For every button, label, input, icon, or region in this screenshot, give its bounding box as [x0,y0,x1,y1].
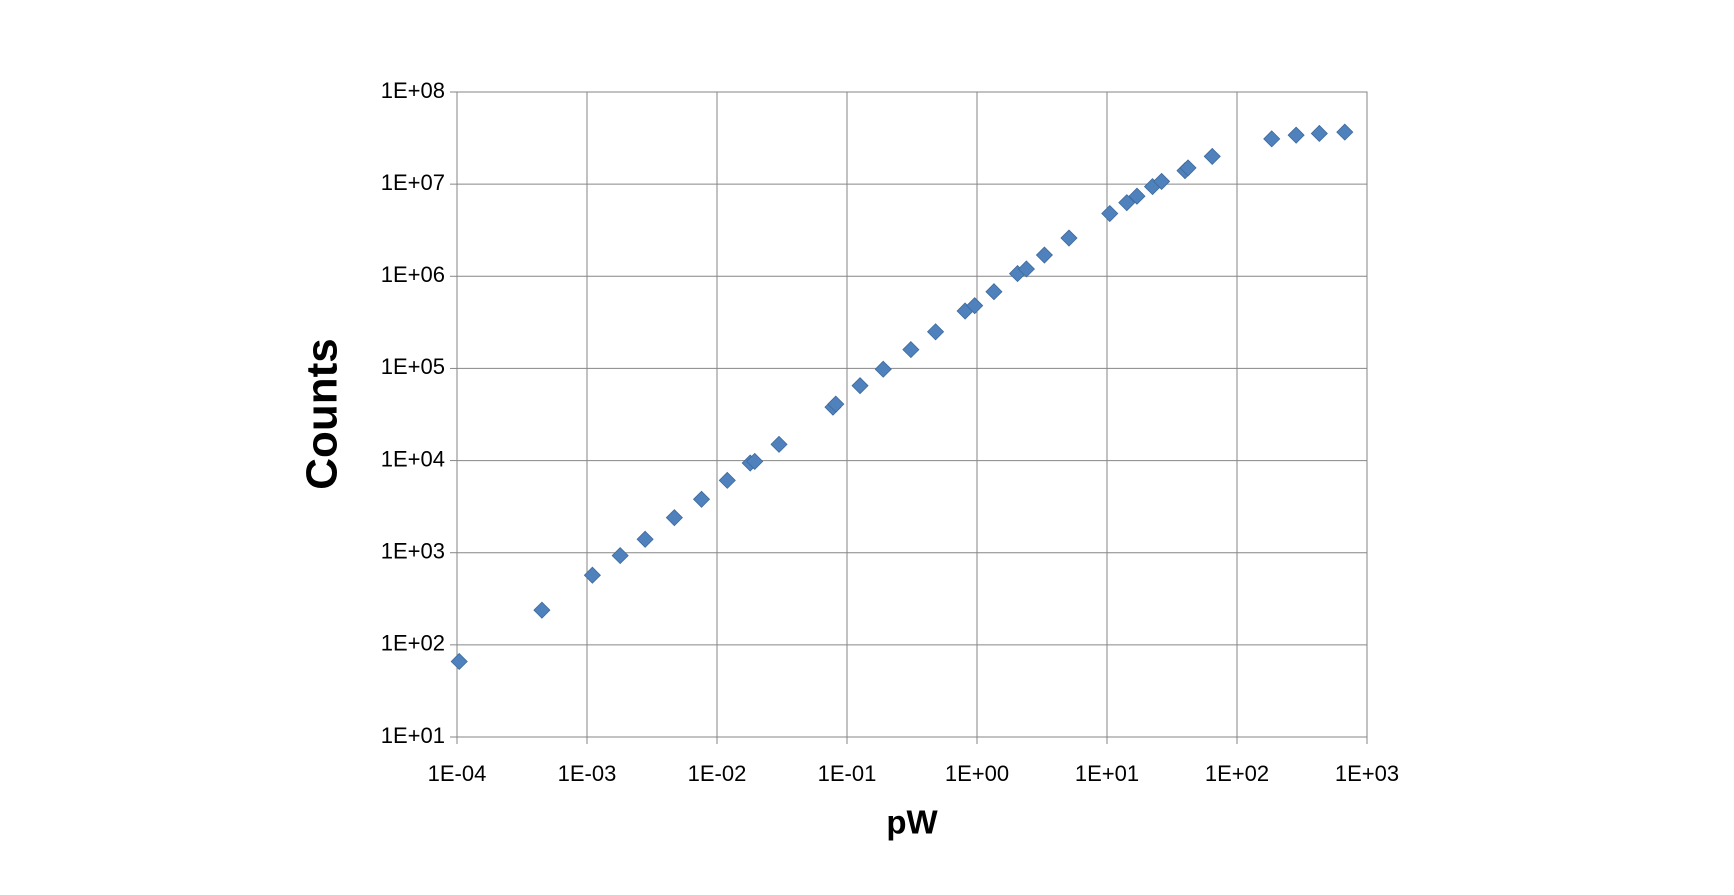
data-point [1118,194,1136,212]
data-point [1310,124,1328,143]
data-point [1203,147,1221,165]
data-point [902,341,920,359]
x-tick-label: 1E-04 [428,761,487,786]
y-tick-label: 1E+03 [381,539,445,564]
data-point [665,509,683,527]
data-point [827,395,845,413]
data-point [583,566,601,584]
x-tick-label: 1E-03 [558,761,617,786]
x-tick-label: 1E+01 [1075,761,1139,786]
y-tick-label: 1E+06 [381,262,445,287]
y-tick-label: 1E+05 [381,354,445,379]
data-point [1287,126,1305,144]
data-point [1060,229,1078,247]
data-point [1263,130,1281,148]
data-point [692,490,711,508]
data-point [1179,159,1197,177]
x-tick-label: 1E+02 [1205,761,1269,786]
data-point [874,360,892,378]
data-point [1101,204,1119,223]
data-point [1128,187,1146,205]
y-tick-label: 1E+02 [381,631,445,656]
data-point [1153,172,1171,191]
y-tick-label: 1E+08 [381,78,445,103]
data-point [718,471,736,489]
data-point [985,283,1003,301]
data-point [1017,260,1035,278]
x-tick-label: 1E+00 [945,761,1009,786]
data-point [746,452,764,470]
y-tick-label: 1E+07 [381,170,445,195]
data-point [1035,246,1053,264]
data-point [636,530,654,548]
plot-frame [456,91,1368,738]
y-tick-label: 1E+04 [381,446,445,471]
data-point [1336,123,1354,141]
y-axis-title: Counts [298,338,347,490]
data-point [450,652,468,671]
data-point [533,601,551,619]
x-tick-label: 1E-01 [818,761,877,786]
x-tick-label: 1E+03 [1335,761,1399,786]
x-axis-title: pW [886,804,938,841]
y-tick-label: 1E+01 [381,723,445,748]
x-tick-label: 1E-02 [688,761,747,786]
data-point [926,323,945,341]
data-point [966,297,984,315]
data-point [851,377,869,395]
data-point [770,435,788,453]
data-point [611,547,629,565]
